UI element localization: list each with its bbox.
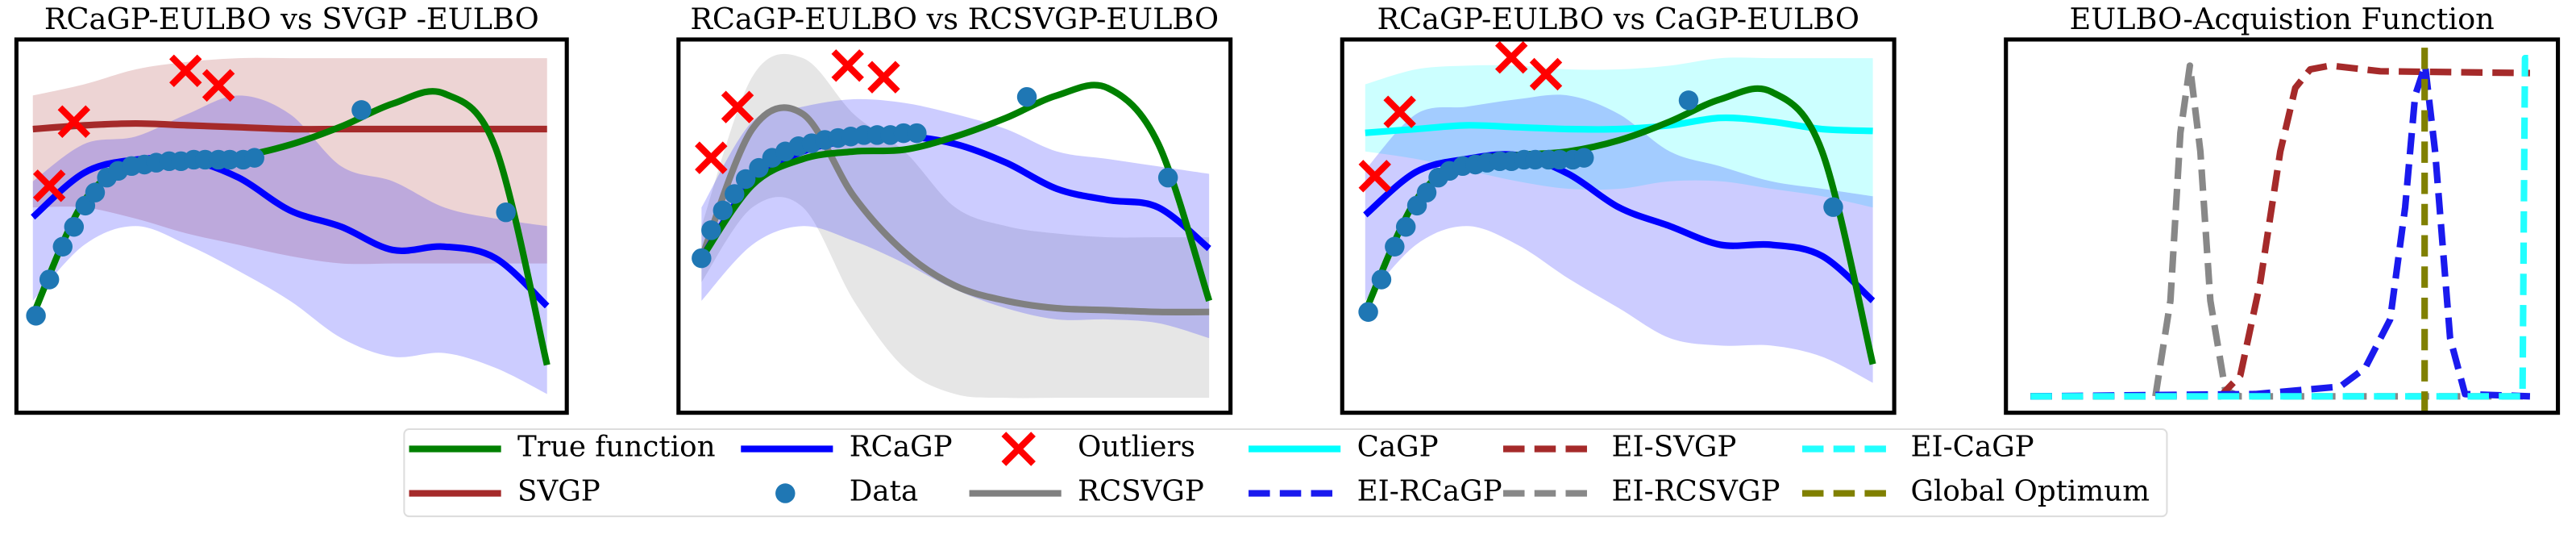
outlier-marker-stroke bbox=[1529, 57, 1563, 91]
data-point bbox=[1016, 86, 1037, 107]
legend-marker bbox=[1001, 432, 1036, 466]
legend: True function SVGP RCaGP Data Outliers RCSVGP… bbox=[403, 428, 2168, 518]
series-line bbox=[2030, 62, 2531, 400]
data-point bbox=[692, 248, 712, 269]
series-line bbox=[2030, 55, 2530, 400]
legend-box bbox=[403, 428, 2168, 518]
panel-title: EULBO-Acquistion Function bbox=[2069, 2, 2494, 36]
series-line bbox=[2030, 62, 2530, 400]
legend-label: CaGP bbox=[1357, 430, 1439, 463]
outlier-marker bbox=[1358, 160, 1391, 193]
outlier-marker bbox=[1383, 95, 1416, 128]
panel-title: RCaGP-EULBO vs CaGP-EULBO bbox=[1377, 2, 1859, 36]
data-point bbox=[725, 184, 745, 204]
outlier-marker-stroke bbox=[169, 54, 202, 88]
panel-frame bbox=[14, 37, 569, 415]
data-point bbox=[713, 200, 733, 221]
outlier-marker-stroke bbox=[32, 169, 66, 202]
confidence-band bbox=[701, 98, 1210, 339]
legend-label: Data bbox=[850, 475, 918, 508]
outlier-marker-stroke bbox=[202, 69, 235, 102]
legend-label: EI-RCaGP bbox=[1357, 475, 1502, 508]
plot-area bbox=[26, 54, 551, 394]
outlier-marker bbox=[1494, 40, 1528, 74]
outlier-marker-stroke bbox=[1383, 95, 1416, 128]
plot-area bbox=[2030, 39, 2531, 413]
outlier-marker-stroke bbox=[1494, 40, 1528, 74]
outlier-marker-stroke bbox=[695, 141, 728, 174]
outlier-marker bbox=[32, 169, 66, 202]
outlier-marker bbox=[721, 90, 754, 123]
data-point bbox=[1823, 197, 1843, 217]
panel-frame bbox=[1340, 37, 1897, 415]
panel-title: RCaGP-EULBO vs SVGP -EULBO bbox=[44, 2, 539, 36]
data-point bbox=[907, 123, 927, 144]
data-point bbox=[1416, 182, 1437, 202]
data-point bbox=[496, 202, 516, 223]
outlier-marker-stroke bbox=[57, 105, 91, 138]
series-line bbox=[1365, 114, 1873, 136]
series-line bbox=[32, 119, 547, 133]
panel-frame bbox=[2004, 37, 2561, 415]
legend-label: RCSVGP bbox=[1078, 475, 1204, 508]
plot-area bbox=[692, 49, 1213, 399]
legend-label: EI-RCSVGP bbox=[1612, 475, 1780, 508]
legend-label: Global Optimum bbox=[1911, 475, 2150, 508]
plot-area bbox=[1358, 40, 1876, 383]
panel-frame bbox=[676, 37, 1233, 415]
data-point bbox=[64, 216, 85, 237]
legend-label: EI-CaGP bbox=[1911, 430, 2034, 463]
outlier-marker-stroke bbox=[721, 90, 754, 123]
outlier-marker bbox=[867, 61, 900, 94]
outlier-marker-stroke bbox=[867, 61, 900, 94]
outlier-marker bbox=[57, 105, 91, 138]
outlier-marker bbox=[831, 49, 864, 82]
panel-title: RCaGP-EULBO vs RCSVGP-EULBO bbox=[690, 2, 1219, 36]
outlier-marker bbox=[169, 54, 202, 88]
legend-marker-stroke bbox=[1001, 432, 1036, 466]
legend-label: SVGP bbox=[517, 475, 600, 508]
confidence-band bbox=[32, 57, 547, 265]
data-point bbox=[85, 182, 106, 202]
series-line bbox=[2030, 62, 2530, 400]
outlier-marker-stroke bbox=[831, 49, 864, 82]
data-point bbox=[1157, 167, 1178, 188]
legend-label: RCaGP bbox=[850, 430, 953, 463]
outlier-marker-stroke bbox=[1358, 160, 1391, 193]
outlier-marker bbox=[202, 69, 235, 102]
data-point bbox=[244, 148, 264, 168]
outlier-marker bbox=[1529, 57, 1563, 91]
series-line bbox=[698, 81, 1213, 303]
legend-marker bbox=[775, 483, 796, 503]
data-point bbox=[351, 100, 372, 120]
data-point bbox=[1678, 90, 1699, 111]
data-point bbox=[701, 220, 721, 240]
data-point bbox=[1371, 269, 1392, 290]
data-point bbox=[1385, 236, 1405, 257]
outlier-marker bbox=[695, 141, 728, 174]
data-point bbox=[1395, 216, 1416, 237]
data-point bbox=[39, 269, 60, 290]
data-point bbox=[1574, 148, 1594, 168]
series-line bbox=[698, 104, 1210, 315]
data-point bbox=[26, 306, 46, 326]
legend-label: Outliers bbox=[1078, 430, 1195, 463]
legend-label: True function bbox=[517, 430, 716, 463]
data-point bbox=[1358, 302, 1378, 322]
data-point bbox=[735, 169, 756, 190]
data-point bbox=[52, 236, 73, 257]
legend-label: EI-SVGP bbox=[1612, 430, 1737, 463]
